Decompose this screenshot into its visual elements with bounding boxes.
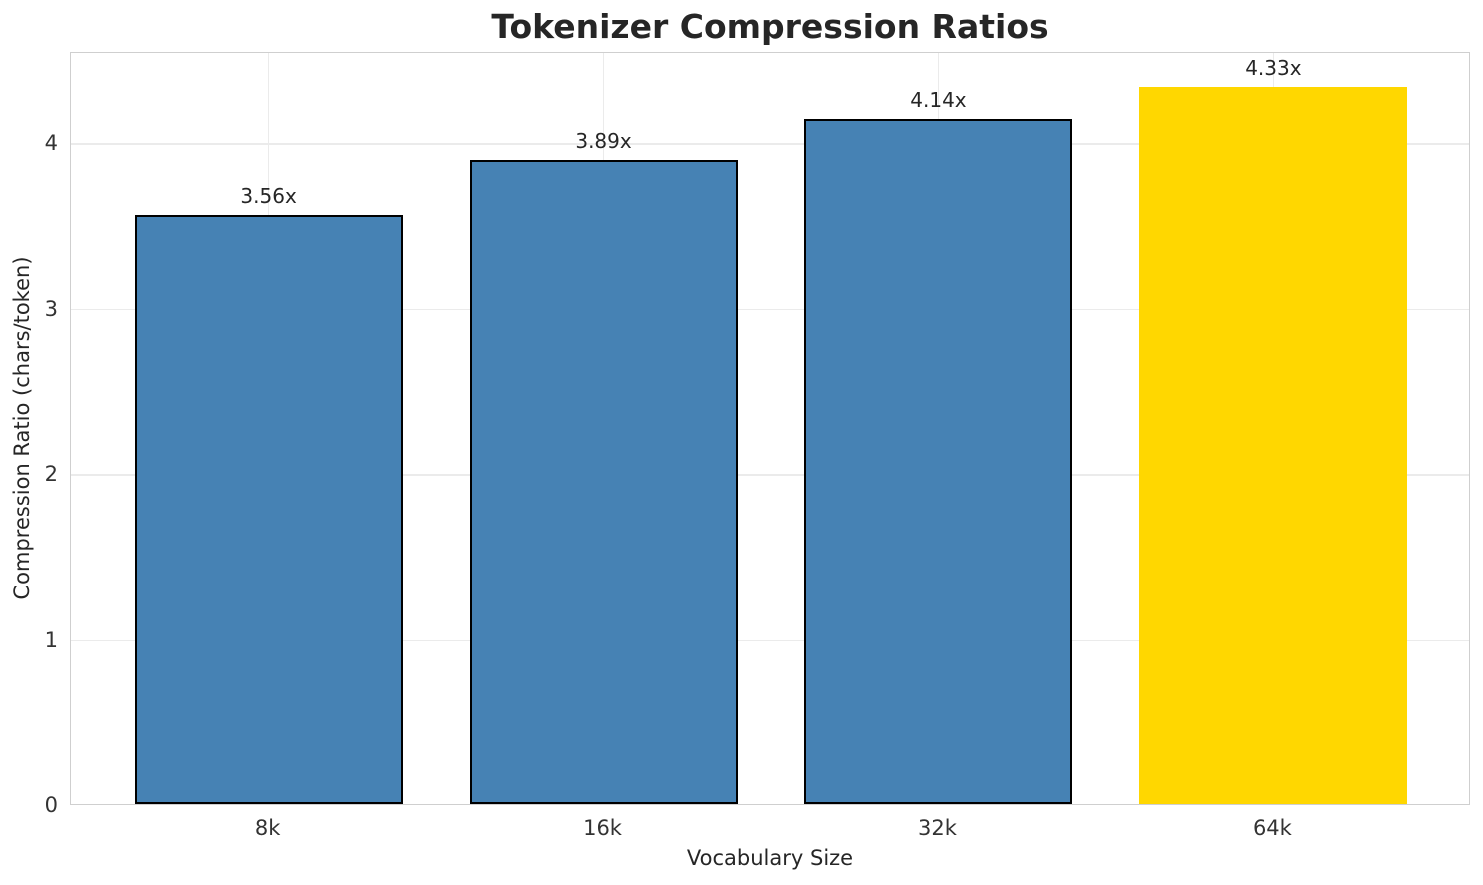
y-tick-label: 2	[44, 462, 58, 486]
x-axis-label: Vocabulary Size	[686, 846, 854, 870]
x-tick-label: 32k	[918, 816, 957, 840]
x-tick-label: 64k	[1252, 816, 1292, 840]
bar-value-label: 4.33x	[1245, 56, 1302, 81]
bar-value-label: 4.14x	[910, 87, 967, 112]
y-tick-label: 4	[44, 131, 58, 156]
chart-title: Tokenizer Compression Ratios	[491, 7, 1049, 46]
y-axis-ticks: 0 1 2 3 4	[0, 52, 58, 817]
y-tick-label: 1	[44, 627, 58, 652]
bar-value-label: 3.89x	[575, 129, 632, 154]
x-tick-label: 8k	[254, 816, 281, 840]
bar-value-label: 3.56x	[240, 183, 297, 208]
gridline-horizontal	[71, 639, 1469, 642]
plot-area: 3.56x 3.89x 4.14x 4.33x	[70, 52, 1470, 805]
bar	[1139, 87, 1408, 804]
bar	[469, 160, 738, 804]
x-axis-ticks: 8k 16k 32k 64k	[70, 813, 1470, 843]
y-tick-label: 0	[44, 793, 58, 817]
x-tick-label: 16k	[583, 816, 622, 840]
gridline-horizontal	[71, 308, 1469, 311]
y-tick-label: 3	[44, 296, 58, 321]
bar	[134, 214, 403, 804]
gridline-horizontal	[71, 143, 1469, 145]
gridline-horizontal	[71, 474, 1469, 476]
bar	[804, 118, 1073, 804]
